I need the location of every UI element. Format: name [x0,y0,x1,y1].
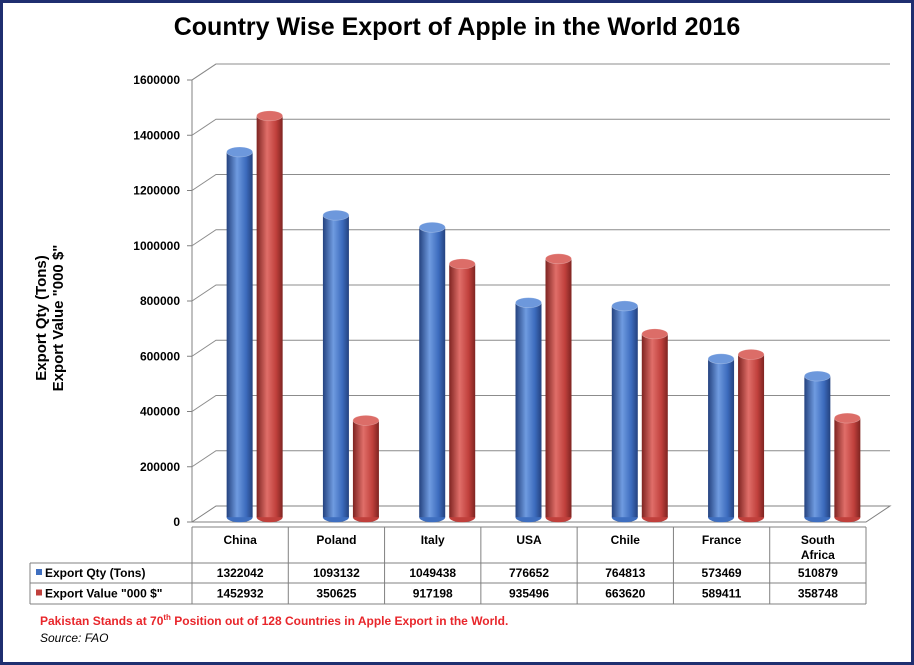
bars [226,110,861,523]
bar-top [256,110,283,122]
gridline [191,229,890,247]
data-label: 1322042 [217,566,264,580]
y-axis-label-value: Export Value "000 $" [50,245,67,392]
bar-top [322,209,350,221]
bar-top [707,353,735,365]
bar-top [611,300,639,312]
bar-top [515,297,542,308]
bar-top [418,221,446,233]
bar-top [448,258,476,270]
chart-title: Country Wise Export of Apple in the Worl… [174,13,741,41]
data-label: 764813 [605,566,645,580]
y-tick-label: 1400000 [133,128,180,142]
y-axis-ticks: 0 200000 400000 600000 800000 1000000 1200000 1… [133,73,180,529]
bar-body [256,115,283,518]
category-label: Africa [801,548,835,562]
bar [515,297,542,523]
bar-body [611,305,638,518]
bar [545,253,572,523]
bar [418,221,446,523]
gridline [191,284,890,302]
y-tick-label: 1600000 [133,73,180,87]
category-label: USA [516,533,542,547]
bar-body [226,151,253,518]
bar [226,146,253,523]
y-axis-label-qty: Export Qty (Tons) [33,255,50,381]
bar-top [545,253,572,265]
footer-note-suffix: Position out of 128 Countries in Apple E… [171,614,508,628]
bar [707,353,735,523]
bar-body [738,354,765,518]
gridline [191,63,890,81]
y-tick-label: 800000 [140,294,180,308]
data-label: 776652 [509,566,549,580]
bar [641,328,669,523]
data-table: China Poland Italy USA Chile France SouthAfric… [29,526,867,605]
bar [448,258,476,523]
bar-body [419,227,446,518]
footer-note: Pakistan Stands at 70th Position out of … [40,613,508,628]
gridline [191,174,890,191]
source-note: Source: FAO [40,631,108,645]
bar [737,349,765,523]
legend-key [36,589,42,596]
y-tick-label: 0 [173,515,180,529]
category-label: France [702,533,742,547]
bar-body [545,258,572,518]
bar-body [804,376,831,518]
chart-svg: Country Wise Export of Apple in the Worl… [29,13,892,645]
bar [834,412,861,523]
bar [611,300,639,523]
data-label: 663620 [605,587,645,601]
bar [352,415,380,523]
bar-body [641,333,668,518]
category-label: Italy [421,533,445,547]
bar-body [708,358,735,518]
footer-note-superscript: th [163,613,171,622]
bar [256,110,283,523]
y-tick-label: 200000 [140,460,180,474]
bar-top [737,349,765,360]
bar-body [449,263,476,518]
data-label: 1452932 [217,587,264,601]
y-tick-label: 600000 [140,349,180,363]
bar-body [515,302,542,518]
bar-top [804,370,831,382]
category-label: South [801,533,835,547]
legend-key [36,569,42,575]
bar-top [352,415,380,426]
bar-body [352,420,379,518]
category-label: Poland [316,533,356,547]
data-label: 350625 [316,587,356,601]
bar-body [322,215,349,518]
data-label: 358748 [798,587,838,601]
data-label: 510879 [798,566,838,580]
legend-label: Export Value "000 $" [45,587,162,601]
bar-top [226,146,253,158]
category-label: China [223,533,257,547]
bar-body [834,418,861,518]
bar-top [834,412,861,424]
footer-note-prefix: Pakistan Stands at 70 [40,614,164,628]
category-label: Chile [611,533,641,547]
data-label: 589411 [702,587,742,601]
data-label: 917198 [413,587,453,601]
data-label: 1049438 [409,566,456,580]
y-tick-label: 400000 [140,405,180,419]
bar [322,209,350,523]
data-label: 1093132 [313,566,360,580]
legend-label: Export Qty (Tons) [45,566,145,580]
data-label: 935496 [509,587,549,601]
bar [804,370,831,523]
y-tick-label: 1200000 [133,184,180,198]
data-label: 573469 [702,566,742,580]
y-tick-label: 1000000 [133,239,180,253]
gridline [191,118,890,136]
bar-top [641,328,669,340]
